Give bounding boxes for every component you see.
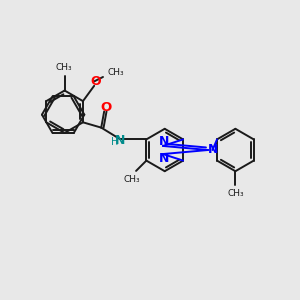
Text: CH₃: CH₃ xyxy=(227,189,244,198)
Text: CH₃: CH₃ xyxy=(107,68,124,77)
Text: N: N xyxy=(115,134,125,147)
Text: H: H xyxy=(111,137,119,147)
Text: CH₃: CH₃ xyxy=(124,175,140,184)
Text: O: O xyxy=(100,101,112,114)
Text: N: N xyxy=(208,143,219,157)
Text: O: O xyxy=(90,76,101,88)
Text: N: N xyxy=(159,152,169,165)
Text: CH₃: CH₃ xyxy=(56,63,72,72)
Text: N: N xyxy=(159,135,169,148)
